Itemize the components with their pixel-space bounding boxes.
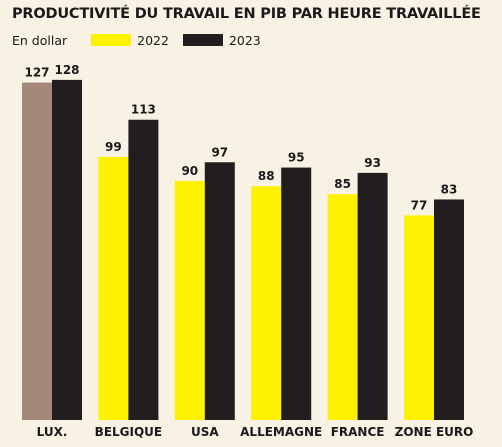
value-label-2023-0: 128: [54, 63, 79, 77]
chart-title: PRODUCTIVITÉ DU TRAVAIL EN PIB PAR HEURE…: [12, 6, 481, 22]
bar-2023-4: [357, 172, 388, 420]
value-label-2023-2: 97: [211, 145, 228, 159]
value-label-2022-1: 99: [105, 140, 122, 154]
value-label-2022-3: 88: [258, 169, 275, 183]
category-label-4: FRANCE: [331, 425, 385, 439]
value-label-2023-3: 95: [288, 151, 305, 165]
bar-2022-0: [22, 82, 52, 421]
value-label-2022-4: 85: [334, 177, 351, 191]
unit-label: En dollar: [12, 32, 68, 48]
category-label-1: BELGIQUE: [95, 425, 162, 439]
value-label-2022-0: 127: [24, 66, 49, 80]
bar-2023-1: [128, 119, 159, 420]
legend-item-2023: 2023: [182, 32, 261, 48]
bar-2023-3: [281, 167, 312, 420]
value-label-2023-4: 93: [364, 156, 381, 170]
legend-swatch-2023: [182, 34, 223, 46]
legend: En dollar 2022 2023: [12, 32, 275, 48]
bar-2023-5: [434, 199, 464, 420]
value-label-2023-1: 113: [131, 103, 156, 117]
bar-2022-4: [327, 194, 358, 420]
legend-item-2022: 2022: [91, 33, 169, 48]
category-label-3: ALLEMAGNE: [240, 425, 322, 439]
category-label-5: ZONE EURO: [395, 425, 474, 439]
value-label-2023-5: 83: [441, 182, 458, 196]
legend-label-2022: 2022: [137, 32, 169, 48]
value-label-2022-5: 77: [411, 198, 428, 212]
category-label-0: LUX.: [37, 425, 68, 439]
legend-label-2023: 2023: [228, 32, 261, 48]
bar-2023-2: [204, 162, 235, 420]
category-label-2: USA: [191, 425, 219, 439]
bar-2023-0: [52, 79, 82, 420]
value-label-2022-2: 90: [181, 164, 198, 178]
legend-swatch-2022: [91, 34, 132, 46]
bar-2022-1: [98, 156, 129, 420]
bar-2022-2: [174, 180, 205, 420]
bar-2022-5: [404, 215, 434, 420]
bar-2022-3: [251, 186, 282, 420]
